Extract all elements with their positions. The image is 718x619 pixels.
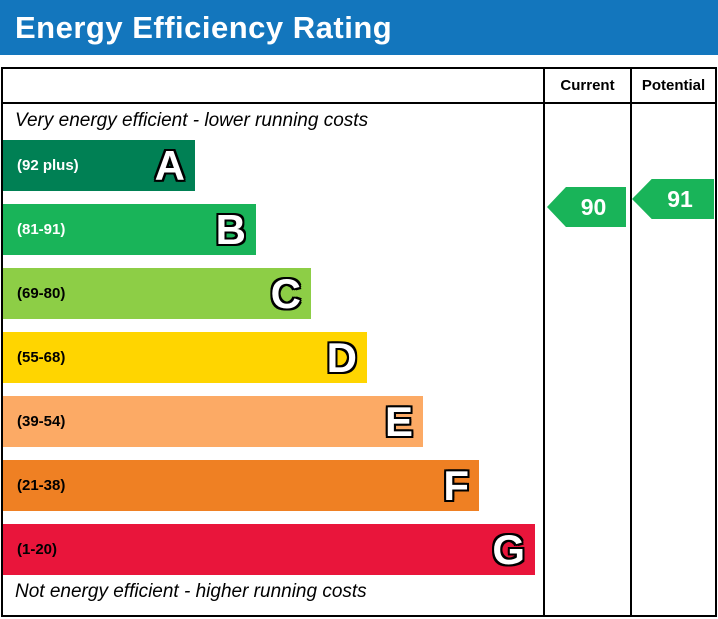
potential-column-header: Potential [641,77,706,94]
band-letter: B [215,206,246,253]
potential-column-divider [630,69,632,615]
band-range-label: (39-54) [17,413,66,430]
rating-bands: (92 plus) A (81-91) B (69-80) C (55-68) … [3,140,535,588]
band-range-label: (1-20) [17,541,58,558]
title-bar: Energy Efficiency Rating [0,0,718,55]
band-range-label: (21-38) [17,477,66,494]
page-title: Energy Efficiency Rating [15,9,393,45]
band-range-label: (81-91) [17,221,66,238]
energy-efficiency-rating-chart: Current Potential Very energy efficient … [1,67,717,617]
potential-rating-value: 91 [667,185,693,212]
band-b: (81-91) B [3,204,256,255]
band-range-label: (92 plus) [17,157,79,174]
band-a: (92 plus) A [3,140,195,191]
band-f: (21-38) F [3,460,479,511]
band-range-label: (55-68) [17,349,66,366]
header-divider [3,102,715,104]
top-annotation: Very energy efficient - lower running co… [15,110,369,131]
band-d: (55-68) D [3,332,367,383]
current-rating-arrow: 90 [547,187,626,227]
potential-rating-arrow: 91 [632,179,714,219]
band-range-label: (69-80) [17,285,66,302]
current-column-divider [543,69,545,615]
band-letter: C [270,270,301,317]
current-rating-value: 90 [580,193,607,220]
bottom-annotation: Not energy efficient - higher running co… [15,581,367,602]
band-g: (1-20) G [3,524,535,575]
band-letter: D [326,334,357,381]
band-letter: A [154,142,185,189]
current-column-header: Current [560,77,615,94]
band-letter: E [384,398,413,445]
band-c: (69-80) C [3,268,311,319]
band-letter: G [492,526,525,573]
band-e: (39-54) E [3,396,423,447]
band-letter: F [443,462,469,509]
